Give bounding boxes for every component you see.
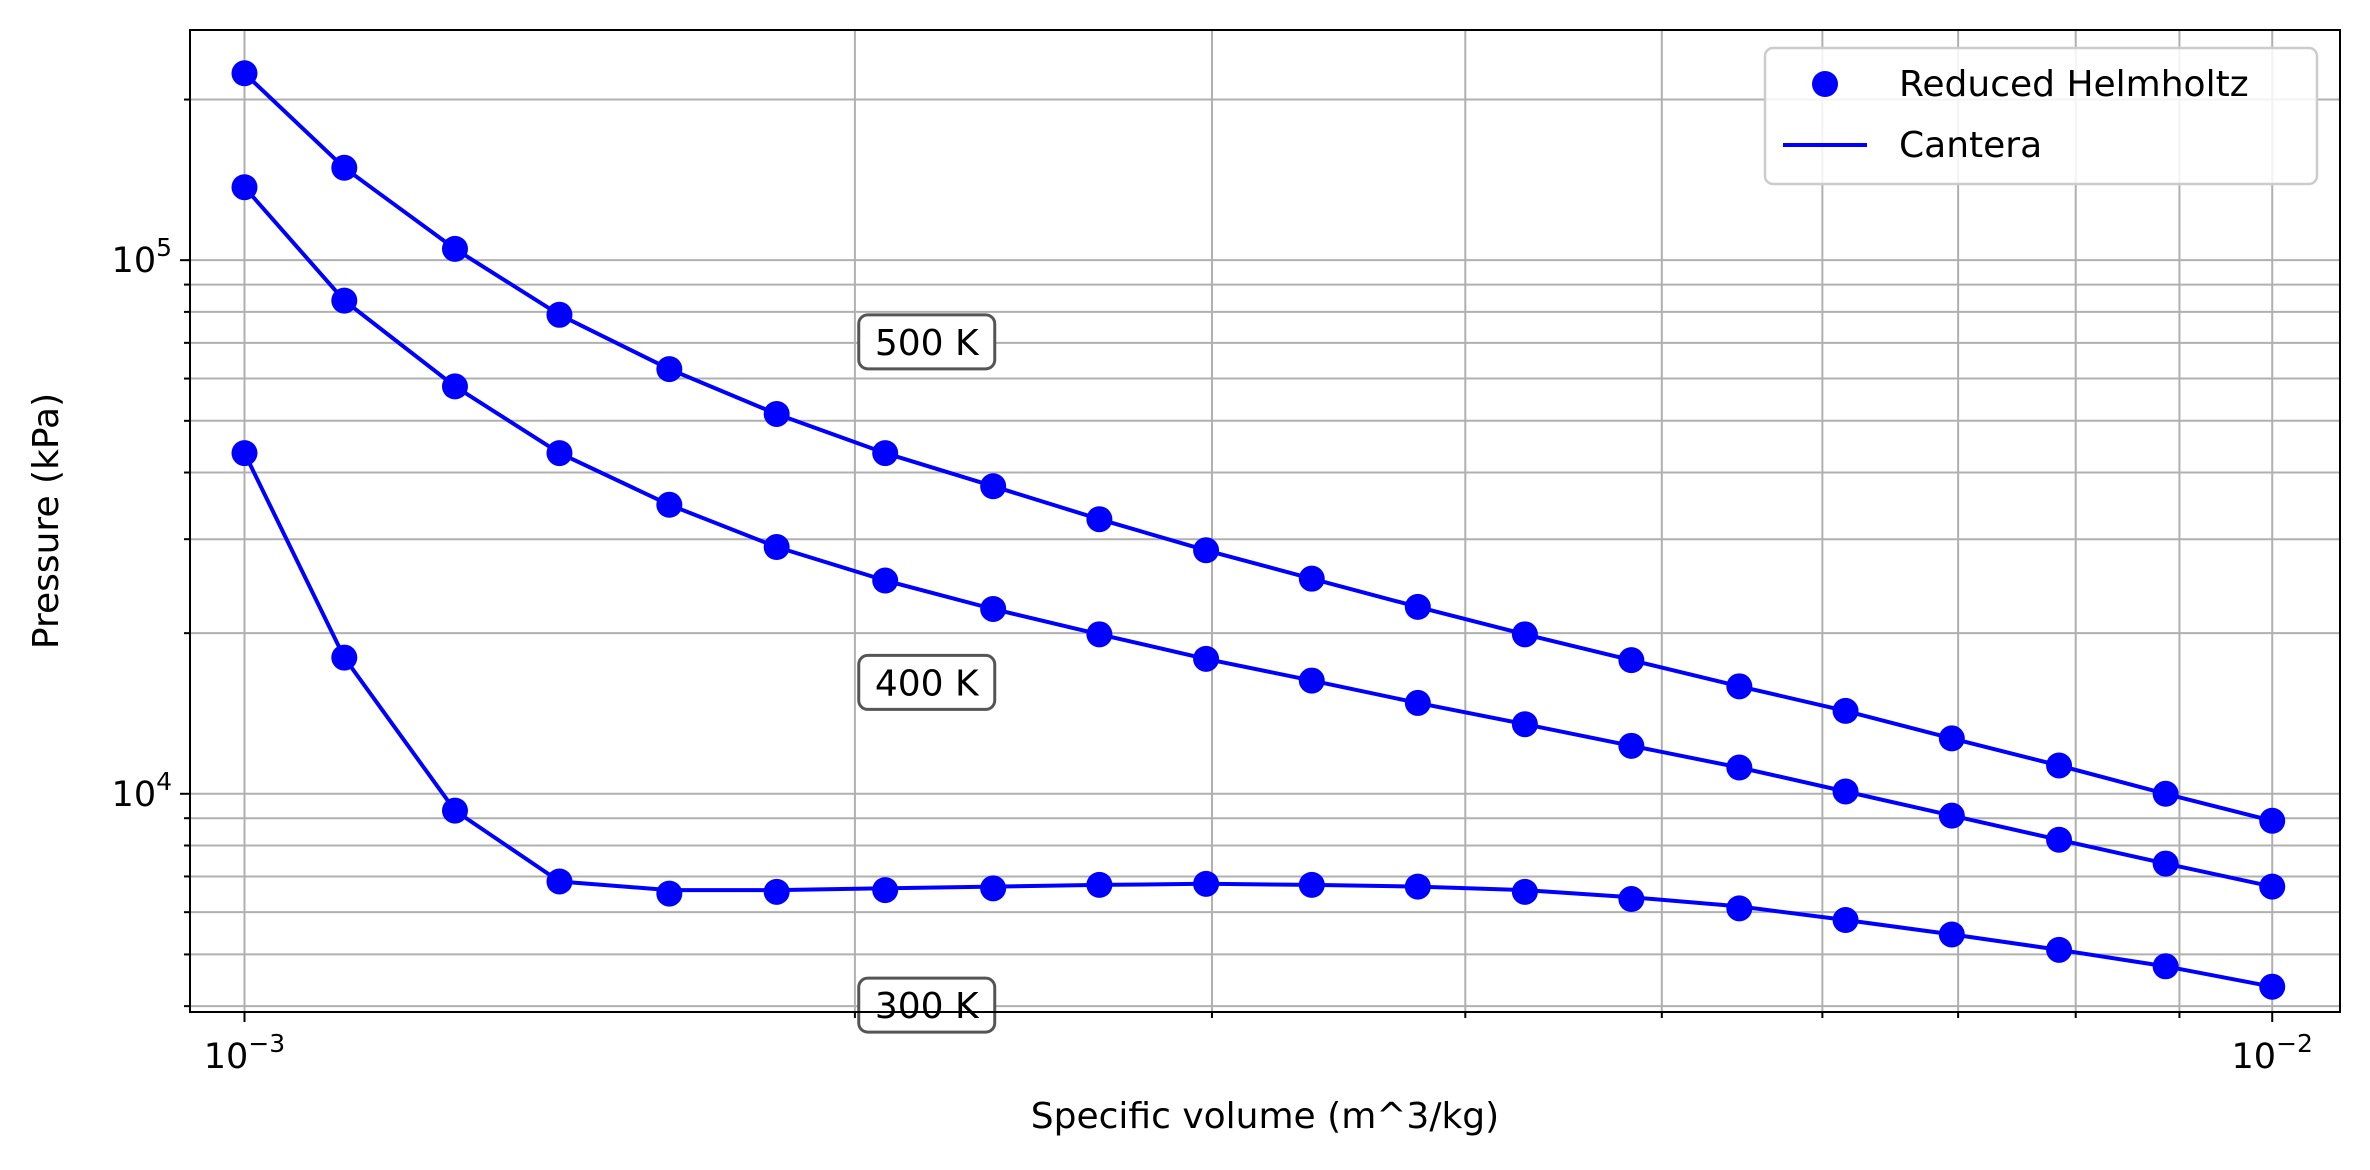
data-point	[331, 644, 358, 671]
y-tick-label: 105	[112, 233, 172, 281]
data-point	[980, 875, 1007, 902]
data-point	[2152, 953, 2179, 980]
data-point	[2046, 826, 2073, 853]
data-point	[1618, 732, 1645, 759]
annotation-text: 500 K	[875, 323, 980, 364]
legend-box	[1763, 46, 2319, 186]
data-point	[1404, 873, 1431, 900]
data-point	[1726, 673, 1753, 700]
data-point	[1298, 871, 1325, 898]
data-point	[872, 567, 899, 594]
data-point	[1938, 802, 1965, 829]
annotation-text: 300 K	[875, 986, 980, 1027]
data-point	[1832, 778, 1859, 805]
series-markers	[231, 60, 2286, 1000]
data-point	[1193, 537, 1220, 564]
data-point	[872, 440, 899, 467]
data-point	[231, 60, 258, 87]
data-point	[656, 491, 683, 518]
data-point	[2259, 873, 2286, 900]
x-tick-label: 10−3	[204, 1029, 285, 1077]
data-point	[1404, 689, 1431, 716]
data-point	[441, 373, 468, 400]
y-tick-label: 104	[112, 767, 172, 815]
y-axis-label: Pressure (kPa)	[26, 393, 67, 649]
annotation-box	[857, 313, 997, 371]
annotation-label: 500 K	[857, 313, 997, 371]
data-point	[763, 400, 790, 427]
legend-marker	[1812, 71, 1838, 97]
annotation-box	[857, 653, 997, 711]
data-point	[231, 440, 258, 467]
data-point	[441, 797, 468, 824]
legend-label: Cantera	[1899, 125, 2042, 166]
data-point	[2259, 973, 2286, 1000]
series-line-1	[242, 185, 2273, 889]
annotation-label: 400 K	[857, 653, 997, 711]
annotation-text: 400 K	[875, 663, 980, 704]
data-point	[1938, 921, 1965, 948]
annotation-label: 300 K	[857, 976, 997, 1034]
data-point	[2259, 807, 2286, 834]
data-point	[1298, 565, 1325, 592]
series-line-2	[242, 452, 2273, 989]
data-point	[546, 301, 573, 328]
data-point	[1086, 506, 1113, 533]
grid	[190, 30, 2340, 1012]
legend-label: Reduced Helmholtz	[1899, 64, 2249, 105]
data-point	[1298, 667, 1325, 694]
annotation-box	[857, 976, 997, 1034]
data-point	[656, 880, 683, 907]
data-point	[2046, 936, 2073, 963]
data-point	[1832, 697, 1859, 724]
data-point	[1832, 907, 1859, 934]
data-point	[763, 878, 790, 905]
data-point	[1086, 621, 1113, 648]
data-point	[1193, 645, 1220, 672]
data-point	[763, 534, 790, 561]
data-point	[1726, 754, 1753, 781]
x-axis-label: Specific volume (m^3/kg)	[1031, 1096, 1499, 1137]
data-point	[1618, 647, 1645, 674]
axis-ticks: 10−3 10−2 104 105	[112, 98, 2313, 1077]
annotations: 500 K 400 K 300 K	[857, 313, 997, 1034]
data-point	[441, 235, 468, 262]
data-point	[1086, 871, 1113, 898]
series-lines	[242, 71, 2273, 989]
data-point	[1511, 621, 1538, 648]
data-point	[1511, 878, 1538, 905]
data-point	[1511, 711, 1538, 738]
data-point	[2152, 780, 2179, 807]
data-point	[231, 174, 258, 201]
data-point	[872, 877, 899, 904]
data-point	[331, 287, 358, 314]
data-point	[1938, 725, 1965, 752]
data-point	[1404, 593, 1431, 620]
data-point	[546, 440, 573, 467]
legend: Reduced Helmholtz Cantera	[1763, 46, 2319, 186]
data-point	[980, 595, 1007, 622]
data-point	[2152, 850, 2179, 877]
data-point	[1193, 870, 1220, 897]
data-point	[1618, 886, 1645, 913]
data-point	[656, 356, 683, 383]
x-tick-label: 10−2	[2232, 1029, 2313, 1077]
data-point	[1726, 895, 1753, 922]
series-line-0	[243, 71, 2273, 823]
plot-frame	[189, 29, 2341, 1013]
data-point	[331, 154, 358, 181]
data-point	[2046, 752, 2073, 779]
data-point	[546, 868, 573, 895]
data-point	[980, 473, 1007, 500]
